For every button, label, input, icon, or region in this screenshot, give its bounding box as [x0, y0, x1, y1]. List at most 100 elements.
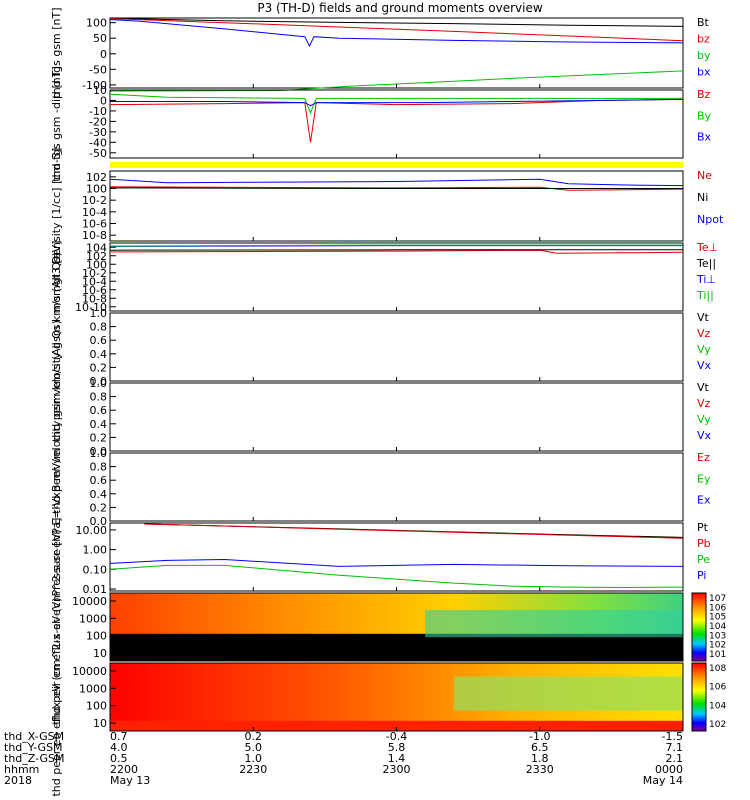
x-axis-value: 0.5: [110, 752, 128, 765]
legend-entry: Te⊥: [696, 241, 718, 254]
y-axis-label: thd peer en eflux eV (cm^2-s-sr-eV): [50, 597, 63, 796]
legend-entry: Vy: [697, 413, 711, 426]
legend-entry: Ex: [697, 494, 711, 507]
legend-entry: Vz: [697, 327, 711, 340]
x-axis-value: 0.7: [110, 730, 128, 743]
y-tick-label: 1.0: [90, 377, 108, 390]
spectrogram-fill: [453, 676, 683, 711]
panel-frame: [109, 452, 684, 522]
y-axis-label: thd peir velocity gsm km/s (All Qs): [50, 252, 63, 442]
colorbar: [691, 592, 707, 662]
y-tick-label: 10-2: [82, 194, 107, 207]
y-tick-label: -20: [89, 115, 107, 128]
y-tick-label: 0.01: [83, 583, 108, 596]
colorbar-tick-label: 103: [709, 631, 726, 641]
legend-entry: Vz: [697, 397, 711, 410]
legend-entry: Pe: [697, 553, 710, 566]
series-line-bx: [109, 19, 684, 48]
y-tick-label: 10.00: [76, 524, 108, 537]
y-tick-label: 0.6: [90, 404, 108, 417]
y-tick-label: 10: [93, 84, 107, 97]
y-tick-label: 10-10: [75, 301, 107, 314]
series-line-Pb: [144, 523, 684, 539]
colorbar-tick-label: 104: [709, 622, 726, 632]
status-bar: [110, 162, 683, 168]
x-axis-value: -0.4: [386, 730, 407, 743]
legend-entry: by: [697, 49, 711, 62]
y-tick-label: 0.8: [90, 461, 108, 474]
legend-entry: Pb: [697, 537, 711, 550]
y-axis-label: thd peer velocity gsm km/s (All Qs): [50, 320, 63, 514]
y-tick-label: 10-8: [82, 292, 107, 305]
legend-entry: bz: [697, 33, 710, 46]
y-tick-label: 0.2: [90, 501, 108, 514]
panel-pressure: Pressure [nPa] 10.00 1.00 0.10 0.01 Pt Pb Pe Pi: [50, 518, 711, 597]
y-axis-label: thd fgs gsm -dip [nT]: [50, 66, 63, 182]
colorbar-tick-label: 108: [709, 664, 726, 674]
x-axis-value: 2230: [239, 763, 267, 776]
y-tick-label: 10-6: [82, 284, 107, 297]
legend-entry: Vx: [697, 359, 712, 372]
x-axis-row-label: thd_Z-GSM: [4, 752, 64, 765]
y-tick-label: 100: [86, 17, 107, 30]
y-tick-label: 0.8: [90, 321, 108, 334]
x-axis-value: 7.1: [666, 741, 684, 754]
y-tick-label: 0.4: [90, 488, 108, 501]
series-line-Ti||: [109, 244, 683, 247]
colorbar-tick-label: 107: [709, 594, 726, 604]
legend-entry: Ne: [697, 169, 712, 182]
y-tick-label: 0.10: [83, 563, 108, 576]
y-tick-label: 10000: [72, 665, 107, 678]
x-axis-row-label: thd_X-GSM: [4, 730, 64, 743]
y-tick-label: 10: [93, 717, 107, 730]
panel-peer_en_eflux: 108 106 104 102 thd peer en eflux eV (cm^2-s…: [50, 597, 726, 796]
legend-entry: bx: [697, 66, 711, 79]
y-tick-label: 0.2: [90, 431, 108, 444]
x-axis-row-label: thd_Y-GSM: [4, 741, 63, 754]
series-line-Pi: [109, 558, 684, 567]
legend-entry: By: [697, 109, 712, 122]
colorbar-tick-label: 104: [709, 701, 726, 711]
colorbar: [691, 662, 707, 732]
y-tick-label: 10-4: [82, 275, 107, 288]
legend-entry: Te||: [696, 257, 716, 270]
y-tick-label: -50: [89, 147, 107, 160]
panel-frame: [109, 312, 684, 382]
y-tick-label: 10: [93, 647, 107, 660]
y-axis-label: Density [1/cc] [cm-3]: [50, 148, 63, 265]
y-tick-label: 100: [86, 183, 107, 196]
panel-frame: [109, 382, 684, 452]
series-line-Pe: [109, 564, 684, 589]
panel-momgt3: momgt3 [eV] 10410210010-210-410-610-810-1…: [50, 241, 718, 314]
x-axis-value: 1.8: [531, 752, 549, 765]
y-tick-label: 0.4: [90, 348, 108, 361]
x-axis-value: May 14: [643, 774, 683, 787]
y-tick-label: 0.0: [90, 445, 108, 458]
panel-peir_velocity: thd peir velocity gsm km/s (All Qs) 1.00.…: [50, 252, 712, 442]
series-line-Ne: [109, 186, 684, 191]
y-tick-label: 0.2: [90, 361, 108, 374]
legend-entry: Bt: [697, 16, 710, 29]
x-axis-value: 1.4: [388, 752, 406, 765]
y-tick-label: -40: [89, 136, 107, 149]
panel-density: Density [1/cc] [cm-3] 10210010-210-410-61…: [50, 148, 724, 265]
legend-entry: Vt: [697, 311, 710, 324]
series-line-Bx: [110, 98, 684, 107]
series-line-Bt: [109, 17, 684, 27]
series-line-bz: [109, 18, 684, 42]
legend-entry: Bx: [697, 131, 712, 144]
x-axis-value: 6.5: [531, 741, 549, 754]
x-axis-value: 5.0: [245, 741, 263, 754]
y-tick-label: 0.8: [90, 391, 108, 404]
y-tick-label: 1000: [79, 682, 107, 695]
y-tick-label: 1.0: [90, 447, 108, 460]
legend-entry: Vt: [697, 381, 710, 394]
y-tick-label: -30: [89, 126, 107, 139]
y-axis-label: E=-VxB mV/m: [50, 448, 63, 525]
y-tick-label: 10-2: [82, 267, 107, 280]
y-axis-label: momgt3 [eV]: [50, 241, 63, 314]
plot-title: P3 (TH-D) fields and ground moments over…: [257, 1, 543, 15]
panel-frame: [109, 522, 684, 592]
